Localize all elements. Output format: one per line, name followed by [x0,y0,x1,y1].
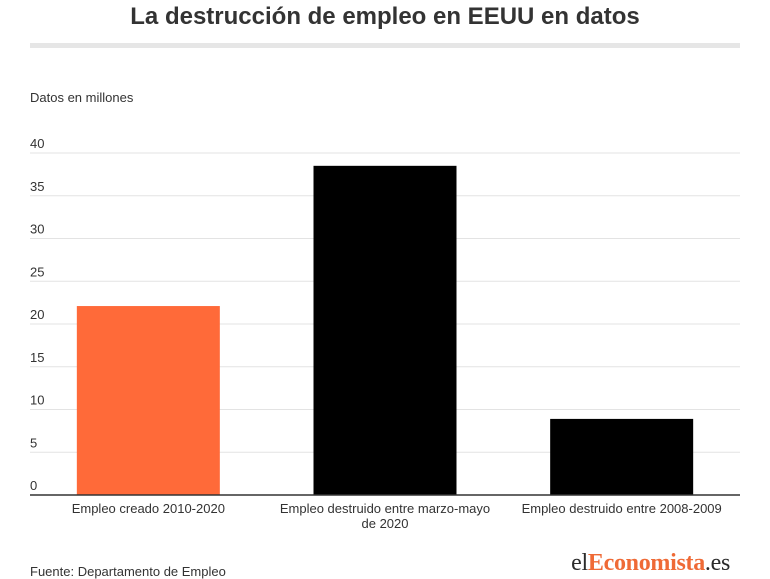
y-tick-label: 20 [30,307,44,322]
x-tick-label: Empleo destruido entre marzo-mayo [280,501,490,516]
y-tick-label: 35 [30,179,44,194]
x-tick-label: Empleo creado 2010-2020 [72,501,225,516]
source-note: Fuente: Departamento de Empleo [30,564,226,579]
y-tick-label: 30 [30,222,44,237]
bar [313,165,457,495]
y-tick-label: 15 [30,350,44,365]
bar [550,418,694,495]
chart-title: La destrucción de empleo en EEUU en dato… [130,3,640,30]
title-divider [30,43,740,48]
y-tick-label: 40 [30,136,44,151]
x-tick-label: Empleo destruido entre 2008-2009 [522,501,722,516]
y-axis-unit-label: Datos en millones [30,90,134,105]
y-tick-label: 0 [30,478,37,493]
y-tick-label: 5 [30,435,37,450]
y-tick-label: 25 [30,264,44,279]
bar [76,306,220,495]
publisher-logo: elEconomista.es [571,550,730,576]
y-tick-label: 10 [30,393,44,408]
x-tick-label: de 2020 [362,516,409,531]
